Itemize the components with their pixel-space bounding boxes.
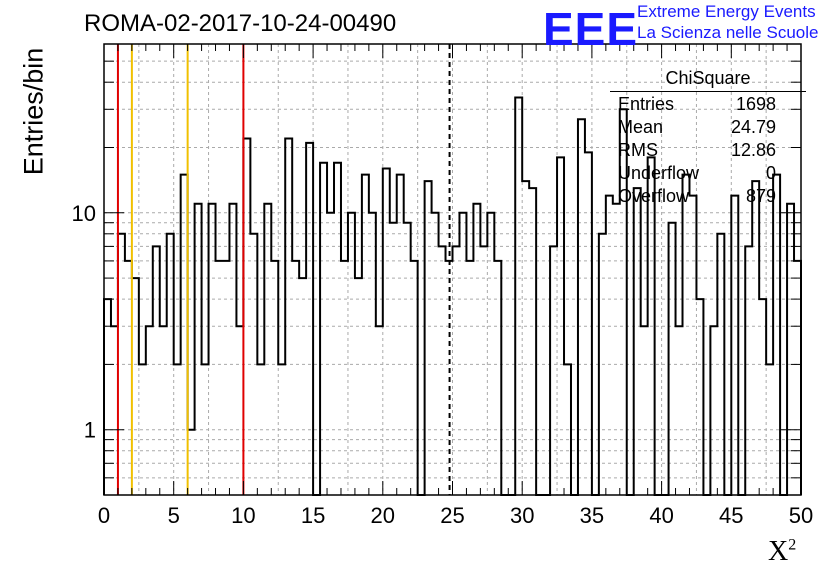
stats-title: ChiSquare	[610, 68, 806, 92]
x-tick-label: 50	[789, 503, 813, 528]
y-tick-label: 10	[72, 201, 96, 226]
x-tick-label: 10	[231, 503, 255, 528]
logo-text-line1: Extreme Energy Events	[637, 2, 816, 21]
stats-row-overflow: Overflow 879	[618, 186, 776, 206]
x-axis-label: X2	[768, 536, 797, 567]
chart-title: ROMA-02-2017-10-24-00490	[84, 10, 397, 37]
stats-row-mean: Mean 24.79	[618, 117, 776, 137]
logo-text-line2: La Scienza nelle Scuole	[637, 23, 819, 42]
stats-row-rms: RMS 12.86	[618, 140, 776, 160]
stats-box: ChiSquare Entries 1698 Mean 24.79 RMS 12.86…	[610, 68, 806, 209]
y-axis-label: Entries/bin	[18, 47, 49, 176]
x-tick-label: 35	[580, 503, 604, 528]
x-tick-label: 45	[719, 503, 743, 528]
x-tick-label: 5	[168, 503, 180, 528]
eee-logo: EEE	[543, 3, 639, 55]
x-tick-label: 25	[440, 503, 464, 528]
x-tick-label: 15	[301, 503, 325, 528]
x-tick-label: 30	[510, 503, 534, 528]
stats-row-entries: Entries 1698	[618, 94, 776, 114]
x-tick-label: 20	[371, 503, 395, 528]
x-tick-label: 40	[649, 503, 673, 528]
stats-row-underflow: Underflow 0	[618, 163, 776, 183]
y-tick-label: 1	[84, 418, 96, 443]
x-tick-label: 0	[98, 503, 110, 528]
